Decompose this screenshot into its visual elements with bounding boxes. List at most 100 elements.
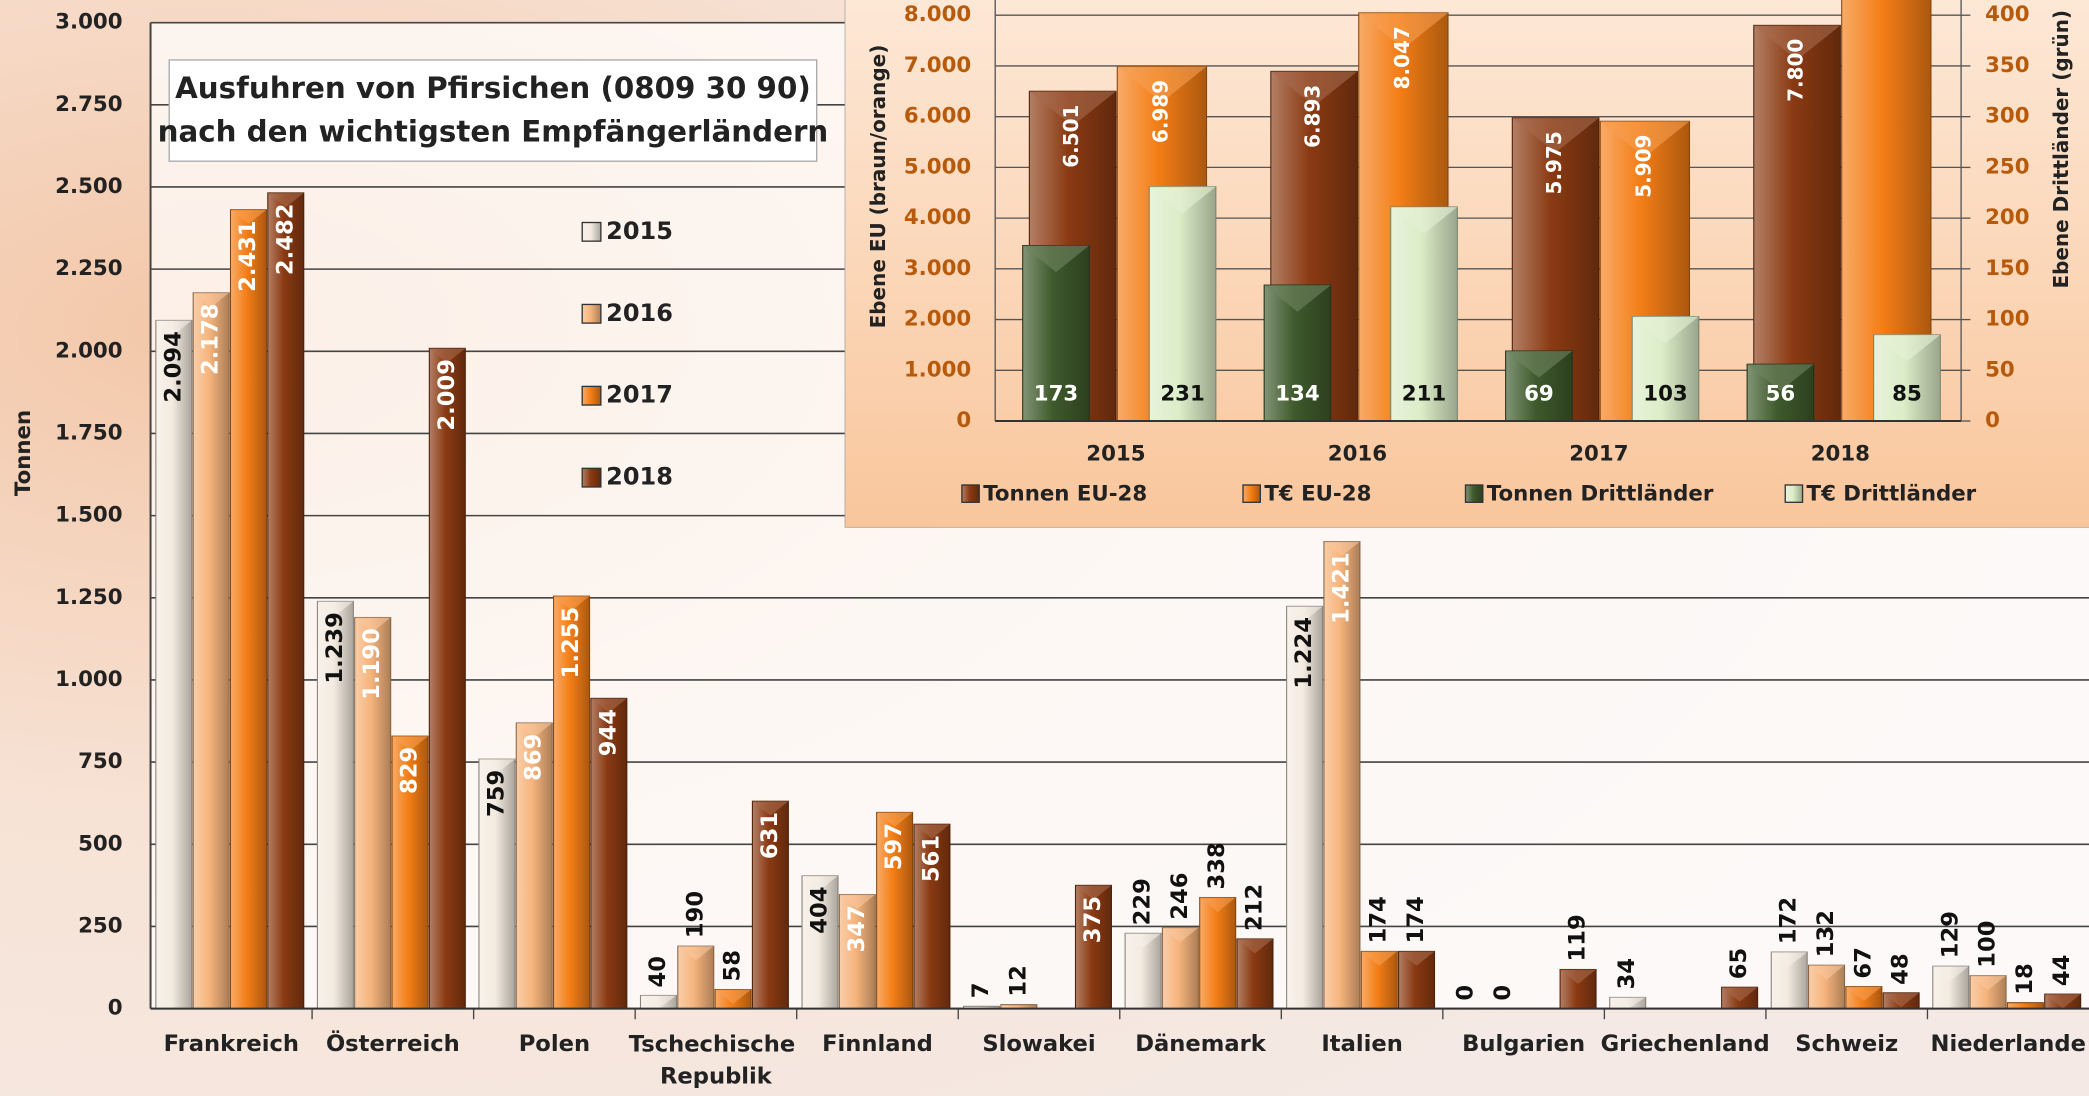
bar [1022, 244, 1090, 422]
bar-bevel [913, 824, 950, 839]
bar [553, 595, 591, 1010]
y-tick-label: 2.250 [55, 256, 122, 281]
legend-swatch [1784, 484, 1804, 503]
data-label: 829 [397, 747, 423, 794]
data-label: 129 [1937, 911, 1963, 958]
bar [590, 697, 628, 1010]
y2-tick-label: 100 [1985, 307, 2029, 332]
bar-bevel [1883, 992, 1920, 1008]
y-axis-label: Tonnen [11, 410, 36, 496]
data-label: 100 [1975, 921, 2001, 968]
bar [267, 192, 305, 1010]
y-tick-label: 500 [78, 831, 122, 856]
bar-bevel [1361, 951, 1398, 966]
title-box [168, 59, 818, 162]
data-label: 12 [1005, 965, 1031, 997]
chart-title: Ausfuhren von Pfirsichen (0809 30 90) [175, 71, 811, 105]
y-tick-label: 8.000 [904, 2, 971, 27]
bar [1148, 186, 1217, 422]
legend-swatch [1242, 484, 1261, 503]
bar-bevel [715, 989, 752, 1004]
y-tick-label: 3.000 [55, 10, 122, 35]
bar-bevel [839, 894, 876, 909]
data-label: 18 [2012, 963, 2038, 995]
bar-bevel [1609, 997, 1646, 1009]
y2-tick-label: 150 [1985, 256, 2029, 281]
bar [192, 292, 230, 1010]
data-label: 759 [483, 770, 509, 817]
bar-bevel [1771, 952, 1808, 967]
data-label: 404 [807, 886, 833, 933]
legend-label: T€ EU-28 [1264, 481, 1371, 506]
data-label: 134 [1275, 381, 1319, 406]
bar [316, 600, 354, 1010]
y-tick-label: 6.000 [904, 104, 971, 129]
legend-label: 2018 [606, 463, 673, 491]
x-tick-label: 2017 [1569, 441, 1628, 466]
data-label: 212 [1241, 884, 1267, 931]
bar-bevel [354, 617, 391, 632]
bar-bevel [1390, 206, 1458, 234]
bar-bevel [1162, 927, 1199, 943]
bar-bevel [590, 698, 627, 713]
data-label: 190 [682, 891, 708, 938]
x-tick-label: Österreich [326, 1029, 460, 1057]
data-label: 65 [1726, 948, 1752, 980]
data-label: 132 [1813, 910, 1839, 957]
bar-bevel [876, 812, 913, 827]
y-tick-label: 1.250 [55, 585, 122, 610]
bar-bevel [478, 759, 515, 774]
data-label: 173 [1034, 381, 1078, 406]
bar [155, 319, 193, 1010]
data-label: 7 [968, 983, 994, 999]
data-label: 58 [720, 950, 746, 982]
x-tick-label: Finnland [822, 1031, 933, 1057]
data-label: 103 [1643, 381, 1687, 406]
y-tick-label: 2.750 [55, 92, 122, 117]
data-label: 211 [1402, 381, 1446, 406]
legend-label: 2017 [606, 381, 673, 409]
bar-bevel [2044, 994, 2081, 1009]
bar-bevel [1286, 606, 1323, 621]
data-label: 0 [1490, 985, 1516, 1001]
data-label: 56 [1766, 381, 1796, 406]
x-tick-label: 2015 [1086, 441, 1145, 466]
y-tick-label: 750 [78, 749, 122, 774]
bar [1753, 24, 1841, 422]
y2-tick-label: 400 [1985, 2, 2029, 27]
bar-bevel [553, 596, 590, 611]
data-label: 2.431 [235, 220, 261, 292]
data-label: 6.893 [1301, 85, 1325, 148]
x-tick-label: Polen [519, 1031, 590, 1057]
y2-tick-label: 350 [1985, 53, 2029, 78]
y2-tick-label: 0 [1985, 408, 2000, 433]
data-label: 1.190 [359, 628, 385, 700]
data-label: 67 [1850, 947, 1876, 979]
data-label: 40 [645, 956, 671, 988]
data-label: 229 [1130, 878, 1156, 925]
legend-swatch [581, 385, 602, 406]
legend-label: 2016 [606, 299, 673, 327]
y2-tick-label: 250 [1985, 154, 2029, 179]
bar-bevel [1632, 316, 1699, 344]
bar-bevel [1199, 897, 1236, 912]
data-label: 44 [2049, 955, 2075, 987]
data-label: 561 [918, 835, 944, 882]
bar-bevel [1845, 986, 1882, 1001]
bar [391, 735, 429, 1010]
x-tick-label: Bulgarien [1462, 1031, 1585, 1057]
bar [515, 722, 553, 1010]
data-label: 34 [1614, 958, 1640, 990]
legend-swatch [581, 303, 602, 324]
data-label: 375 [1080, 896, 1106, 943]
data-label: 7.800 [1784, 39, 1808, 102]
data-label: 869 [521, 734, 547, 781]
data-label: 2.009 [434, 359, 460, 431]
y-tick-label: 2.500 [55, 174, 122, 199]
bar-bevel [1808, 965, 1845, 980]
bar [1323, 541, 1361, 1010]
bar-bevel [1029, 91, 1116, 126]
data-label: 347 [844, 905, 870, 952]
x-tick-label: Tschechische Republik [629, 1031, 803, 1089]
y2-tick-label: 50 [1985, 357, 2015, 382]
